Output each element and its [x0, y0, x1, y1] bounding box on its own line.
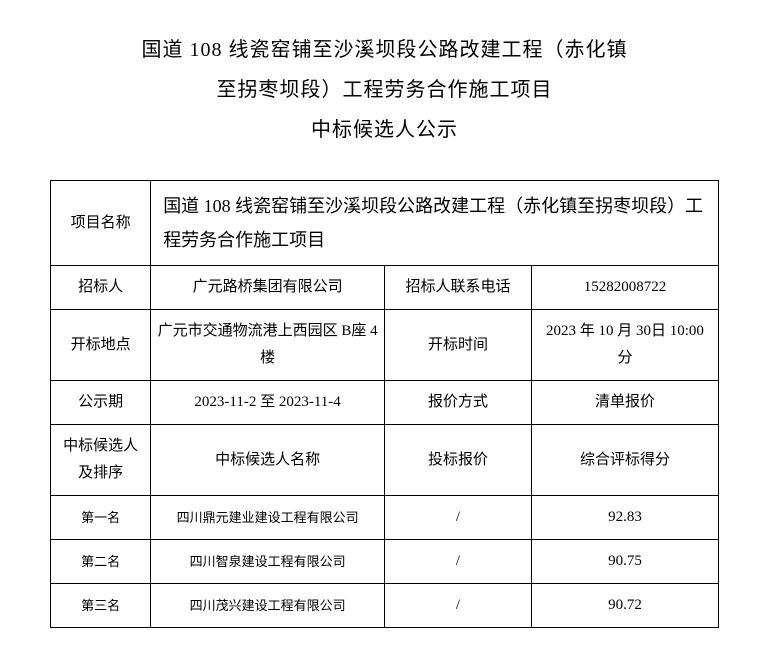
row-tenderee: 招标人 广元路桥集团有限公司 招标人联系电话 15282008722	[51, 266, 719, 310]
table-row: 第三名 四川茂兴建设工程有限公司 / 90.72	[51, 584, 719, 628]
title-line-3: 中标候选人公示	[50, 110, 719, 150]
label-bid-time: 开标时间	[384, 310, 531, 381]
row-bid-location: 开标地点 广元市交通物流港上西园区 B座 4 楼 开标时间 2023 年 10 …	[51, 310, 719, 381]
row-publicity: 公示期 2023-11-2 至 2023-11-4 报价方式 清单报价	[51, 381, 719, 425]
candidate-name: 四川茂兴建设工程有限公司	[151, 584, 385, 628]
label-candidates-and-rank: 中标候选人及排序	[51, 425, 151, 496]
label-tenderee-phone: 招标人联系电话	[384, 266, 531, 310]
label-bid-price: 投标报价	[384, 425, 531, 496]
candidate-price: /	[384, 540, 531, 584]
table-row: 第二名 四川智泉建设工程有限公司 / 90.75	[51, 540, 719, 584]
candidate-name: 四川智泉建设工程有限公司	[151, 540, 385, 584]
candidate-name: 四川鼎元建业建设工程有限公司	[151, 496, 385, 540]
candidate-price: /	[384, 584, 531, 628]
label-project-name: 项目名称	[51, 181, 151, 266]
table-row: 第一名 四川鼎元建业建设工程有限公司 / 92.83	[51, 496, 719, 540]
label-tenderee: 招标人	[51, 266, 151, 310]
label-candidate-name: 中标候选人名称	[151, 425, 385, 496]
candidate-score: 90.72	[531, 584, 718, 628]
value-tenderee: 广元路桥集团有限公司	[151, 266, 385, 310]
title-line-1: 国道 108 线瓷窑铺至沙溪坝段公路改建工程（赤化镇	[50, 30, 719, 70]
value-bid-location: 广元市交通物流港上西园区 B座 4 楼	[151, 310, 385, 381]
label-quote-method: 报价方式	[384, 381, 531, 425]
label-score: 综合评标得分	[531, 425, 718, 496]
rank-label: 第三名	[51, 584, 151, 628]
row-candidate-header: 中标候选人及排序 中标候选人名称 投标报价 综合评标得分	[51, 425, 719, 496]
label-publicity-period: 公示期	[51, 381, 151, 425]
candidate-price: /	[384, 496, 531, 540]
rank-label: 第一名	[51, 496, 151, 540]
announcement-table: 项目名称 国道 108 线瓷窑铺至沙溪坝段公路改建工程（赤化镇至拐枣坝段）工程劳…	[50, 180, 719, 628]
label-bid-location: 开标地点	[51, 310, 151, 381]
rank-label: 第二名	[51, 540, 151, 584]
value-quote-method: 清单报价	[531, 381, 718, 425]
value-project-name: 国道 108 线瓷窑铺至沙溪坝段公路改建工程（赤化镇至拐枣坝段）工程劳务合作施工…	[151, 181, 719, 266]
title-line-2: 至拐枣坝段）工程劳务合作施工项目	[50, 70, 719, 110]
row-project-name: 项目名称 国道 108 线瓷窑铺至沙溪坝段公路改建工程（赤化镇至拐枣坝段）工程劳…	[51, 181, 719, 266]
value-tenderee-phone: 15282008722	[531, 266, 718, 310]
candidate-score: 90.75	[531, 540, 718, 584]
value-publicity-period: 2023-11-2 至 2023-11-4	[151, 381, 385, 425]
value-bid-time: 2023 年 10 月 30日 10:00 分	[531, 310, 718, 381]
document-title: 国道 108 线瓷窑铺至沙溪坝段公路改建工程（赤化镇 至拐枣坝段）工程劳务合作施…	[50, 30, 719, 150]
candidate-score: 92.83	[531, 496, 718, 540]
